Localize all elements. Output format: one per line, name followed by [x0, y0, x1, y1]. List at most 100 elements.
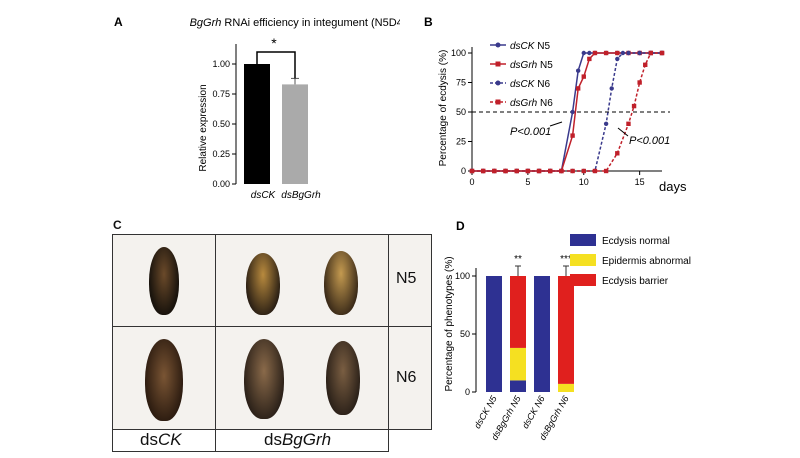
panel-b-point: [570, 168, 575, 174]
panel-c-letter: C: [113, 218, 122, 232]
panel-d-bar-segment: [486, 276, 502, 392]
panel-a-bar-dsCK: [244, 64, 270, 184]
photo-dsbggrh-n5: [215, 234, 389, 327]
panel-b-point: [548, 168, 553, 174]
panel-a-xlabel-dsCK: dsCK: [251, 190, 277, 201]
panel-b-ytick-label: 0: [461, 166, 466, 176]
panel-b-point: [559, 168, 564, 174]
photo-dsck-n6: [112, 326, 216, 430]
photo-dsck-n5: [112, 234, 216, 327]
panel-b-point: [570, 109, 575, 115]
panel-d-significance: ***: [560, 254, 572, 265]
row-label-cell-n6: [388, 326, 432, 430]
row-label-cell-n5: [388, 234, 432, 327]
panel-b-point: [648, 50, 654, 56]
panel-a-axis: 0.00 0.25 0.50 0.75 1.00: [212, 44, 237, 189]
panel-b-point: [603, 121, 609, 127]
panel-b-ytick-label: 100: [451, 48, 466, 58]
panel-b-point: [643, 62, 648, 67]
panel-b-ytick-label: 75: [456, 78, 466, 88]
panel-d-legend-label: Ecdysis normal: [602, 236, 670, 247]
panel-d-bar-segment: [558, 276, 574, 384]
panel-b-legend-label: dsGrh N6: [510, 98, 553, 109]
panel-b-xtick-label: 5: [525, 177, 530, 187]
panel-b-point: [587, 50, 592, 56]
row-label-n5: N5: [396, 270, 417, 287]
panel-b-legend-label: dsCK N6: [510, 79, 550, 90]
panel-b-point: [514, 168, 519, 174]
panel-b-legend-label: dsGrh N5: [510, 60, 553, 71]
panel-d-xlabel: dsCK N5: [472, 393, 499, 430]
panel-b-point: [609, 86, 614, 91]
panel-a-ytick-label: 1.00: [212, 59, 230, 69]
panel-b-xlabel: days: [659, 179, 687, 194]
panel-a-bar-dsBgGrh: [282, 84, 308, 184]
panel-b-ytick-label: 25: [456, 137, 466, 147]
panel-b-point: [587, 56, 592, 62]
panel-b-xtick-label: 10: [579, 177, 589, 187]
panel-b-point: [631, 103, 637, 109]
panel-b-point: [603, 168, 609, 174]
panel-d-chart: D Percentage of phenotypes (%) 0 50 100 ds…: [444, 219, 691, 442]
panel-a-ytick-label: 0.25: [212, 149, 230, 159]
panel-d-bar-segment: [558, 383, 574, 392]
panel-b-point: [626, 50, 631, 56]
panel-b-letter: B: [424, 15, 433, 29]
panel-b-point: [626, 121, 631, 126]
panel-d-ytick-label: 50: [460, 329, 470, 339]
panel-d-ytick-label: 0: [465, 387, 470, 397]
panel-b-point: [536, 168, 542, 174]
panel-a-sig-bracket: [256, 51, 296, 79]
panel-b-point: [620, 50, 626, 56]
panel-b-point: [480, 168, 486, 174]
panel-d-ylabel: Percentage of phenotypes (%): [444, 256, 455, 391]
panel-b-point: [525, 168, 531, 174]
row-label-n6: N6: [396, 369, 417, 386]
panel-c-photo-grid: N5 N6 dsCK dsBgGrh: [112, 234, 432, 452]
panel-d-bar-segment: [510, 347, 526, 381]
panel-d-legend-swatch: [570, 274, 596, 286]
col-label-cell-dsbggrh: [215, 429, 389, 452]
panel-b-pvalue-arrow: [617, 127, 629, 137]
panel-a-ytick-label: 0.50: [212, 119, 230, 129]
panel-d-ytick-label: 100: [455, 271, 470, 281]
panel-b-point: [581, 74, 586, 79]
panel-b-point: [637, 50, 642, 56]
panel-b-pvalue-n6: P<0.001: [629, 135, 670, 147]
panel-b-point: [492, 168, 497, 174]
panel-b-point: [592, 50, 598, 56]
panel-b-point: [615, 50, 620, 56]
panel-b-point: [581, 168, 586, 174]
panel-b-point: [659, 50, 665, 56]
panel-b-point: [503, 168, 508, 174]
panel-d-significance: **: [514, 254, 522, 265]
panel-b-point: [637, 80, 642, 85]
panel-a-xlabel-dsBgGrh: dsBgGrh: [281, 190, 321, 201]
panel-b-ylabel: Percentage of ecdysis (%): [438, 50, 449, 167]
panel-b-legend-marker: [495, 42, 501, 48]
panel-b-point: [615, 56, 620, 62]
panel-b-legend-marker: [495, 99, 501, 105]
panel-d-legend-swatch: [570, 254, 596, 266]
panel-b-xtick-label: 0: [469, 177, 474, 187]
panel-b-point: [592, 168, 598, 174]
panel-b-point: [469, 168, 475, 174]
panel-b-point: [570, 133, 575, 138]
panel-d-bar-segment: [534, 276, 550, 392]
panel-b-legend-marker: [495, 80, 501, 86]
panel-b-xtick-label: 15: [635, 177, 645, 187]
panel-d-xlabel: dsCK N6: [520, 394, 547, 430]
panel-a-significance: *: [271, 35, 277, 51]
panel-b-point: [575, 86, 581, 91]
panel-a-ylabel: Relative expression: [198, 84, 209, 171]
panel-d-legend-label: Ecdysis barrier: [602, 276, 669, 287]
panel-b-point: [581, 50, 586, 56]
panel-d-legend-swatch: [570, 234, 596, 246]
panel-a-ytick-label: 0.00: [212, 179, 230, 189]
panel-b-legend-label: dsCK N5: [510, 41, 550, 52]
panel-a-title: BgGrh RNAi efficiency in integument (N5D…: [190, 17, 400, 29]
panel-a-letter: A: [114, 15, 123, 29]
panel-b-ytick-label: 50: [456, 107, 466, 117]
panel-b-point: [615, 151, 620, 156]
panel-b-pvalue-n5: P<0.001: [510, 126, 551, 138]
